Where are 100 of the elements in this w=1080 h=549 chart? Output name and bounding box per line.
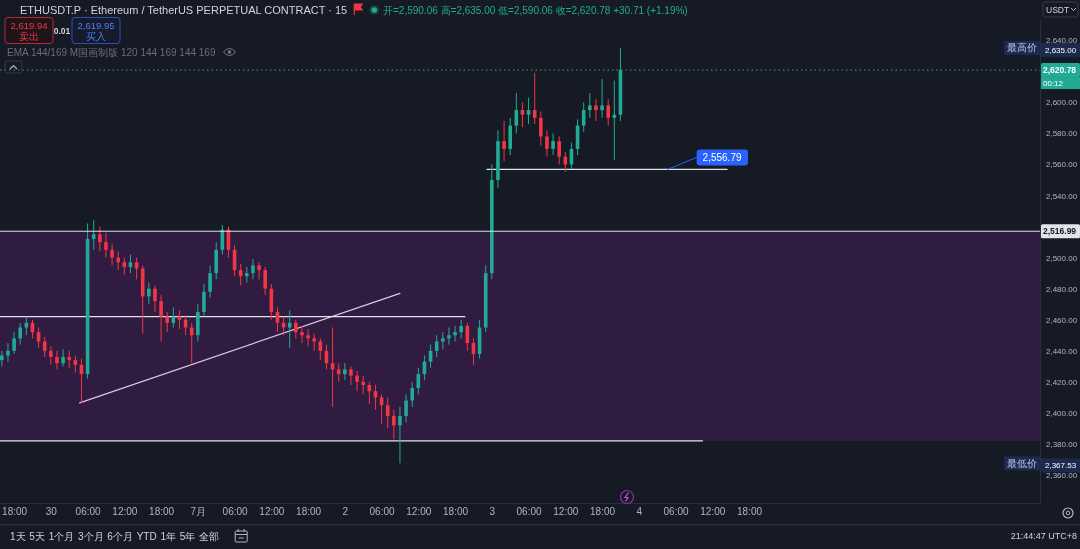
text: USDT xyxy=(1046,5,1070,15)
y-tick-label: 2,540.00 xyxy=(1046,191,1078,201)
y-tick-label: 2,580.00 xyxy=(1046,129,1078,139)
annotation: EMA 144/169 M国画制版 120 144 169 144 169 xyxy=(7,46,216,58)
y-tick-label: 2,640.00 xyxy=(1046,36,1078,46)
candlestick xyxy=(208,264,212,299)
ref-line-label: 2,620.78 xyxy=(1043,65,1077,76)
chart-title: ETHUSDT.P · Ethereum / TetherUS PERPETUAL CONTRACT · 15 xyxy=(20,4,348,16)
y-tick-label: 2,600.00 xyxy=(1046,98,1078,108)
candlestick xyxy=(287,309,292,349)
x-tick-label: 2 xyxy=(342,506,349,518)
y-tick-label: 2,480.00 xyxy=(1046,284,1078,294)
candlestick xyxy=(91,219,96,251)
candlestick xyxy=(42,336,47,358)
candlestick xyxy=(196,303,200,342)
text: 开=2,590.06 高=2,635.00 低=2,590.06 收=2,620.78 +30.71 (+1.19%) xyxy=(383,4,688,16)
x-tick-label: 12:00 xyxy=(259,506,285,518)
candlestick xyxy=(459,319,463,339)
candlestick xyxy=(594,98,598,122)
x-tick-label: 06:00 xyxy=(516,506,543,518)
candlestick xyxy=(453,325,457,342)
candlestick xyxy=(165,311,170,333)
candlestick xyxy=(257,261,261,280)
candlestick xyxy=(61,348,65,367)
x-tick-label: 18:00 xyxy=(590,506,616,518)
x-tick-label: 06:00 xyxy=(369,506,396,518)
y-tick-label: 2,380.00 xyxy=(1046,440,1078,450)
candlestick xyxy=(398,406,402,464)
candlestick xyxy=(606,98,610,127)
annotation: 卖出 xyxy=(19,31,39,42)
y-tick-label: 2,360.00 xyxy=(1046,471,1078,481)
candlestick xyxy=(98,226,102,252)
annotation: 0.01 xyxy=(53,26,71,36)
text: 1天 5天 1个月 3个月 6个月 YTD 1年 5年 全部 xyxy=(10,530,220,542)
candlestick xyxy=(159,294,163,342)
x-tick-label: 06:00 xyxy=(75,506,102,518)
candlestick xyxy=(189,322,194,364)
candlestick xyxy=(104,232,108,259)
candlestick xyxy=(110,243,114,266)
y-tick-label: 2,420.00 xyxy=(1046,377,1078,387)
candlestick xyxy=(355,370,359,392)
candlestick xyxy=(502,120,506,162)
candlestick xyxy=(588,92,592,119)
candlestick xyxy=(508,117,512,156)
x-tick-label: 18:00 xyxy=(737,506,763,518)
candlestick xyxy=(300,325,304,344)
candlestick xyxy=(12,331,16,355)
candlestick xyxy=(336,362,341,383)
candlestick xyxy=(6,342,10,363)
x-tick-label: 7月 xyxy=(190,506,207,518)
candlestick xyxy=(404,393,408,423)
candlestick xyxy=(214,241,219,280)
candlestick xyxy=(385,396,390,429)
y-tick-label: 2,560.00 xyxy=(1046,160,1078,170)
annotation: 最低价 xyxy=(1007,457,1037,469)
annotation: 2,635.00 xyxy=(1045,45,1077,55)
candlestick xyxy=(294,319,298,339)
candlestick xyxy=(153,285,157,313)
candlestick xyxy=(251,258,255,280)
x-tick-label: 18:00 xyxy=(149,506,175,518)
x-tick-label: 4 xyxy=(636,506,643,518)
y-tick-label: 2,500.00 xyxy=(1046,253,1078,263)
candlestick xyxy=(447,327,451,346)
candlestick xyxy=(116,250,121,271)
candlestick xyxy=(392,409,396,440)
candlestick xyxy=(600,78,604,119)
candlestick xyxy=(545,129,549,158)
candlestick xyxy=(49,345,53,366)
candlestick xyxy=(147,281,151,305)
annotation: 最高价 xyxy=(1007,42,1037,54)
x-tick-label: 06:00 xyxy=(663,506,690,518)
ref-line-label: 2,516.99 xyxy=(1043,226,1077,237)
candlestick xyxy=(18,322,23,346)
annotation: 2,367.53 xyxy=(1045,461,1077,471)
x-tick-label: 18:00 xyxy=(2,506,28,518)
candlestick xyxy=(557,135,561,165)
annotation: 2,619.94 xyxy=(10,19,48,31)
x-tick-label: 30 xyxy=(45,506,58,518)
y-tick-label: 2,460.00 xyxy=(1046,315,1078,325)
text: 00:12 xyxy=(1043,78,1064,88)
x-tick-label: 18:00 xyxy=(296,506,322,518)
candlestick xyxy=(238,263,243,287)
candlestick xyxy=(349,365,353,386)
x-tick-label: 18:00 xyxy=(443,506,469,518)
candlestick xyxy=(263,266,268,296)
x-tick-label: 3 xyxy=(489,506,496,518)
x-tick-label: 12:00 xyxy=(700,506,726,518)
candlestick xyxy=(410,381,414,408)
candlestick xyxy=(55,350,59,370)
candlestick xyxy=(361,375,365,395)
y-tick-label: 2,440.00 xyxy=(1046,346,1078,356)
candlestick xyxy=(551,132,555,156)
y-tick-label: 2,400.00 xyxy=(1046,408,1078,418)
x-tick-label: 12:00 xyxy=(553,506,579,518)
x-tick-label: 12:00 xyxy=(112,506,138,518)
annotation: 2,556.79 xyxy=(702,151,742,163)
candlestick xyxy=(306,328,310,347)
text: 21:44:47 UTC+8 xyxy=(1010,531,1077,541)
x-tick-label: 06:00 xyxy=(222,506,249,518)
annotation: 买入 xyxy=(86,31,106,42)
